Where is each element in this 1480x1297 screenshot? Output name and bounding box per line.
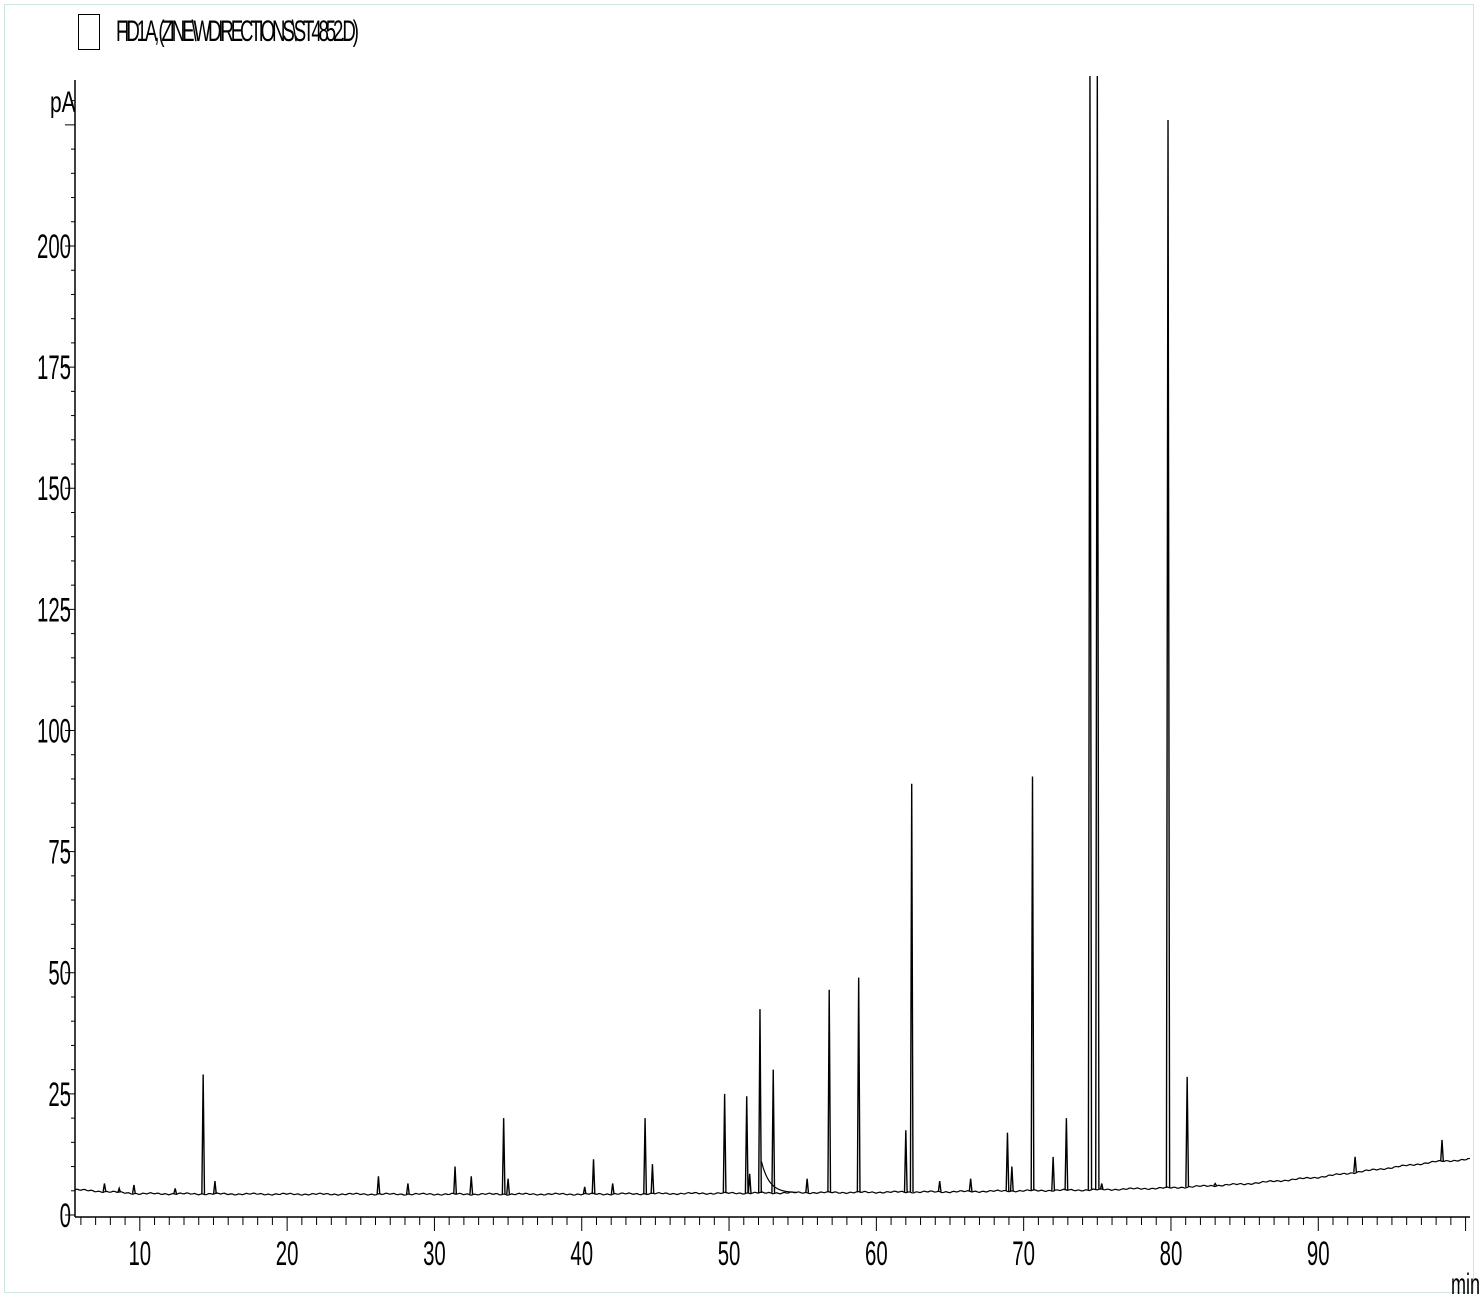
peak-line <box>582 1186 587 1195</box>
peak-line <box>771 1069 776 1193</box>
peak-line <box>405 1183 410 1195</box>
peak-line <box>903 1130 908 1193</box>
peak-line <box>650 1164 655 1194</box>
tick-label-group: 0 25 50 75 100 125 150 175 200 10 20 30 40 50 60 70 80 90… <box>37 87 1480 1297</box>
peak-line <box>131 1184 136 1194</box>
y-tick-label: 100 <box>37 712 71 750</box>
peak-line <box>757 1009 762 1193</box>
peak-line <box>501 1118 506 1195</box>
peak-line <box>805 1178 810 1193</box>
chart-legend: FID1 A, (ZINE\WDIRECTIONS\ST4852.D) <box>78 12 503 52</box>
y-tick-label: 200 <box>37 228 71 266</box>
peak-line <box>469 1176 474 1195</box>
peak-line <box>1087 75 1093 1190</box>
peak-line <box>856 977 861 1193</box>
peak-line <box>1099 1183 1104 1190</box>
x-tick-label: 20 <box>276 1235 299 1273</box>
peak-line <box>376 1176 381 1195</box>
x-tick-label: 60 <box>865 1235 888 1273</box>
axes <box>74 80 1470 1218</box>
y-tick-label: 150 <box>37 470 71 508</box>
peak-line <box>591 1159 596 1195</box>
y-tick-label: 50 <box>48 954 71 992</box>
peak-line <box>1185 1076 1190 1188</box>
series-group <box>74 75 1471 1196</box>
peak-line <box>744 1096 749 1194</box>
peak-line <box>453 1166 458 1195</box>
x-tick-label: 90 <box>1307 1235 1330 1273</box>
legend-swatch[interactable] <box>78 14 100 50</box>
peak-line <box>1064 1118 1069 1191</box>
chart-frame <box>4 4 1474 1293</box>
peak-line <box>1213 1182 1218 1186</box>
peak-line <box>827 989 832 1193</box>
peak-line <box>1353 1156 1358 1173</box>
y-axis-title: pA <box>50 87 76 119</box>
peak-line <box>506 1178 511 1195</box>
x-tick-label: 30 <box>423 1235 446 1273</box>
peak-line <box>937 1181 942 1192</box>
x-tick-label: 80 <box>1160 1235 1183 1273</box>
y-tick-label: 125 <box>37 591 71 629</box>
peak-line <box>102 1183 107 1192</box>
peak-line <box>201 1074 206 1194</box>
peak-line <box>1165 120 1171 1188</box>
x-tick-label: 40 <box>570 1235 593 1273</box>
peak-line <box>968 1178 973 1192</box>
peak-line <box>1051 1156 1056 1191</box>
peak-tail <box>760 1161 797 1193</box>
baseline-trace <box>74 1157 1471 1196</box>
x-axis-title: min <box>1451 1269 1480 1297</box>
peak-line <box>1440 1139 1445 1162</box>
peak-line <box>1005 1132 1010 1192</box>
peak-line <box>1009 1166 1014 1191</box>
peak-line <box>1030 776 1035 1191</box>
peak-line <box>909 783 914 1193</box>
y-tick-label: 0 <box>60 1197 71 1235</box>
peak-line <box>212 1181 217 1195</box>
x-tick-label: 70 <box>1012 1235 1035 1273</box>
y-tick-label: 175 <box>37 349 71 387</box>
y-tick-label: 25 <box>48 1076 71 1114</box>
peak-line <box>722 1093 727 1194</box>
peak-line <box>643 1118 648 1194</box>
peak-line <box>1095 75 1100 1190</box>
peak-line <box>117 1186 122 1193</box>
peak-line <box>747 1173 752 1194</box>
tick-group <box>65 100 1467 1231</box>
y-tick-label: 75 <box>48 833 71 871</box>
x-tick-label: 10 <box>128 1235 151 1273</box>
x-tick-label: 50 <box>718 1235 741 1273</box>
legend-label: FID1 A, (ZINE\WDIRECTIONS\ST4852.D) <box>116 15 359 48</box>
peak-line <box>610 1183 615 1195</box>
peak-line <box>173 1188 178 1194</box>
